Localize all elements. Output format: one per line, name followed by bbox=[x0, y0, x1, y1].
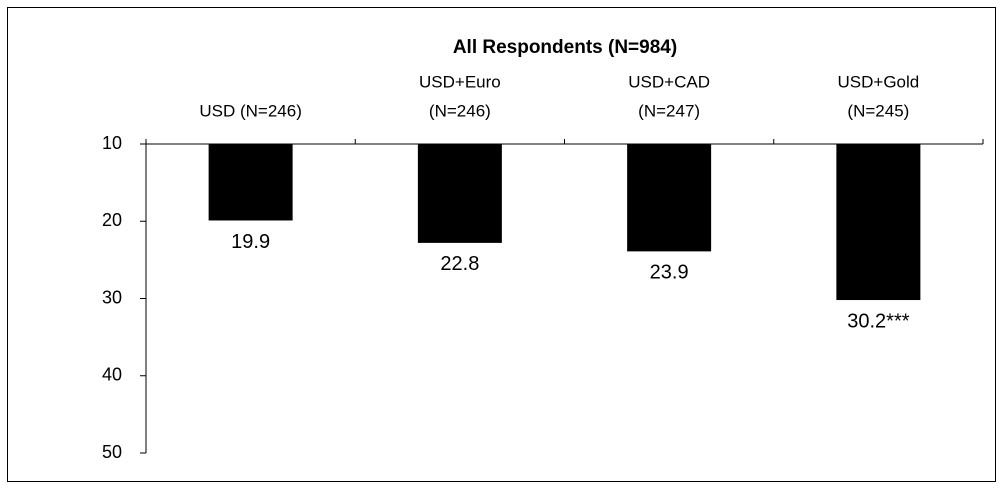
value-label: 22.8 bbox=[440, 253, 479, 275]
x-tick-label: (N=247) bbox=[638, 101, 700, 120]
x-tick-label: (N=246) bbox=[429, 101, 491, 120]
chart-title: All Respondents (N=984) bbox=[453, 37, 677, 58]
x-tick-label: USD+Euro bbox=[419, 72, 501, 91]
x-tick-label: USD+Gold bbox=[838, 72, 920, 91]
y-tick-label: 30 bbox=[102, 287, 122, 307]
x-tick-label: USD+CAD bbox=[628, 72, 710, 91]
value-label: 30.2*** bbox=[847, 310, 909, 332]
bar bbox=[836, 144, 921, 301]
y-tick-label: 40 bbox=[102, 365, 122, 385]
y-tick-label: 10 bbox=[102, 133, 122, 153]
x-tick-label: USD (N=246) bbox=[199, 101, 302, 120]
bar bbox=[208, 144, 293, 221]
chart-border bbox=[7, 7, 996, 482]
bar bbox=[627, 144, 712, 252]
y-tick-label: 20 bbox=[102, 210, 122, 230]
value-label: 23.9 bbox=[650, 262, 689, 284]
bar bbox=[417, 144, 502, 243]
value-label: 19.9 bbox=[231, 231, 270, 253]
y-tick-label: 50 bbox=[102, 442, 122, 462]
x-tick-label: (N=245) bbox=[847, 101, 909, 120]
